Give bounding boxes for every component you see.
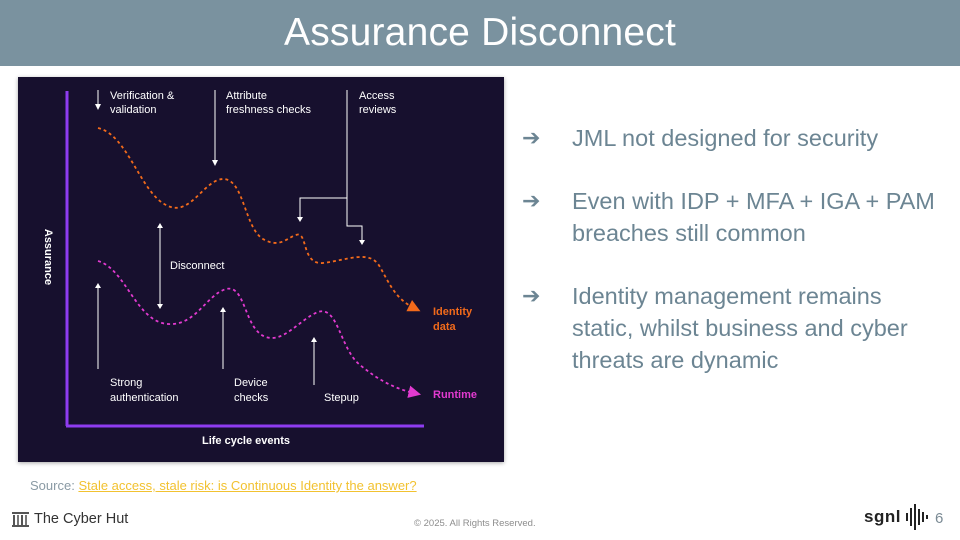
annotation-device-line1: Device	[234, 377, 268, 389]
annotation-strong-line2: authentication	[110, 392, 179, 404]
bullet-item: ➔ Identity management remains static, wh…	[522, 280, 942, 376]
disconnect-label: Disconnect	[170, 260, 224, 272]
annotation-verification-line2: validation	[110, 104, 156, 116]
annotation-strong-line1: Strong	[110, 377, 142, 389]
annotation-attribute-line1: Attribute	[226, 90, 267, 102]
access-arrowhead-right	[359, 240, 365, 245]
copyright: © 2025. All Rights Reserved.	[414, 518, 536, 529]
brand-name: The Cyber Hut	[34, 511, 129, 527]
annotation-device-line2: checks	[234, 392, 269, 404]
bullet-text: Identity management remains static, whil…	[572, 283, 908, 373]
annotation-stepup: Stepup	[324, 392, 359, 404]
access-review-bracket	[299, 90, 363, 242]
cyber-hut-logo: The Cyber Hut	[12, 511, 128, 527]
stepup-arrowhead	[311, 337, 317, 342]
page-number: 6	[935, 510, 944, 527]
series-label-runtime: Runtime	[433, 389, 477, 401]
identity-data-curve	[97, 127, 421, 312]
sgnl-waveform-icon	[905, 504, 928, 530]
source-prefix: Source:	[30, 478, 75, 493]
slide-title: Assurance Disconnect	[283, 11, 677, 54]
sgnl-logo: sgnl	[864, 504, 929, 530]
bullet-item: ➔ Even with IDP + MFA + IGA + PAM breach…	[522, 185, 942, 249]
x-axis-label: Life cycle events	[202, 435, 290, 447]
y-axis-label: Assurance	[42, 229, 54, 285]
disconnect-arrowhead-down	[157, 304, 163, 309]
sgnl-wordmark: sgnl	[864, 507, 901, 526]
bullet-text: Even with IDP + MFA + IGA + PAM breaches…	[572, 188, 935, 246]
device-checks-arrowhead	[220, 307, 226, 312]
assurance-diagram: Assurance Life cycle events Verification…	[18, 77, 504, 462]
arrow-right-icon: ➔	[522, 188, 541, 213]
diagram-svg: Assurance Life cycle events Verification…	[42, 90, 477, 447]
bullet-text: JML not designed for security	[572, 125, 879, 151]
arrow-right-icon: ➔	[522, 125, 541, 150]
annotation-verification-line1: Verification &	[110, 90, 175, 102]
runtime-curve	[97, 260, 422, 398]
disconnect-arrowhead-up	[157, 223, 163, 228]
annotation-attribute-line2: freshness checks	[226, 104, 311, 116]
series-label-identity-line1: Identity	[433, 306, 473, 318]
annotation-access-line2: reviews	[359, 104, 397, 116]
source-citation: Source: Stale access, stale risk: is Con…	[30, 478, 417, 493]
title-bar: Assurance Disconnect	[0, 0, 960, 66]
series-label-identity-line2: data	[433, 321, 457, 333]
bullet-list: ➔ JML not designed for security ➔ Even w…	[522, 122, 942, 407]
annotation-access-line1: Access	[359, 90, 395, 102]
source-link[interactable]: Stale access, stale risk: is Continuous …	[78, 478, 417, 493]
cyber-hut-icon	[12, 511, 29, 527]
access-arrowhead-left	[297, 217, 303, 222]
bullet-item: ➔ JML not designed for security	[522, 122, 942, 154]
arrow-right-icon: ➔	[522, 283, 541, 308]
strong-auth-arrowhead	[95, 283, 101, 288]
